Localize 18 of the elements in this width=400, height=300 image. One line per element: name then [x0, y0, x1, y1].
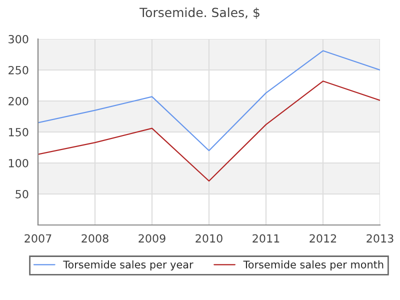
chart-title: Torsemide. Sales, $: [140, 8, 260, 19]
x-tick-label: 2011: [252, 234, 280, 243]
y-tick-label: 100: [8, 158, 28, 168]
legend-label: Torsemide sales per year: [63, 260, 194, 270]
x-tick-label: 2010: [196, 234, 222, 243]
line-series: [38, 80, 380, 182]
y-tick-label: 300: [8, 34, 28, 44]
x-tick-label: 2007: [24, 234, 52, 243]
x-tick-label: 2012: [310, 234, 336, 243]
y-tick-label: 250: [8, 66, 28, 74]
x-tick-label: 2008: [82, 234, 108, 243]
legend-label: Torsemide sales per month: [243, 260, 384, 270]
line-series: [38, 50, 380, 152]
y-tick-label: 200: [8, 96, 28, 106]
x-tick-label: 2009: [138, 234, 166, 243]
x-tick-label: 2013: [366, 234, 394, 243]
y-tick-label: 50: [16, 190, 28, 198]
y-tick-label: 150: [8, 128, 28, 136]
